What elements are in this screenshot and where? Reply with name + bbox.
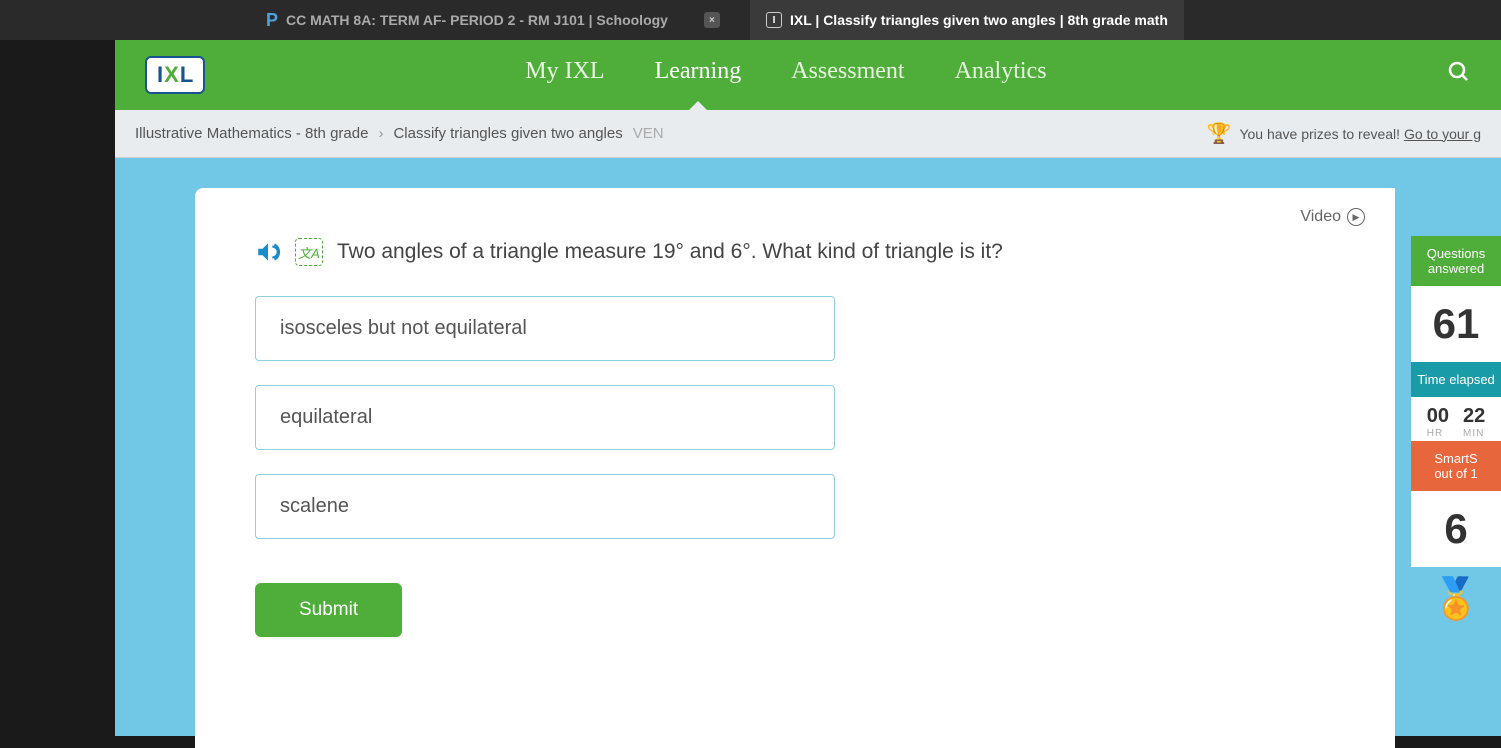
time-elapsed-label: Time elapsed [1411, 362, 1501, 397]
speaker-icon[interactable] [255, 239, 281, 265]
trophy-icon: 🏆 [1207, 121, 1232, 146]
nav-my-ixl[interactable]: My IXL [525, 58, 604, 93]
schoology-icon: P [266, 10, 278, 31]
nav-assessment[interactable]: Assessment [791, 58, 904, 93]
stats-sidebar: Questions answered 61 Time elapsed 00 HR… [1411, 158, 1501, 622]
breadcrumb-course[interactable]: Illustrative Mathematics - 8th grade [135, 125, 368, 142]
questions-answered-label: Questions answered [1411, 236, 1501, 286]
time-hr: 00 [1427, 405, 1449, 428]
tab-title: CC MATH 8A: TERM AF- PERIOD 2 - RM J101 … [286, 12, 668, 28]
question-text: Two angles of a triangle measure 19° and… [337, 240, 1003, 264]
nav-learning[interactable]: Learning [655, 58, 742, 93]
question-card: Video ▶ 文A Two angles of a triangle meas… [195, 188, 1395, 748]
smartscore-label: SmartS out of 1 [1411, 441, 1501, 491]
main-nav: My IXL Learning Assessment Analytics [525, 58, 1046, 93]
video-label: Video [1300, 208, 1341, 226]
answer-option-1[interactable]: equilateral [255, 385, 835, 450]
chevron-right-icon: › [378, 125, 383, 142]
questions-answered-value: 61 [1411, 286, 1501, 362]
translate-icon[interactable]: 文A [295, 238, 323, 266]
breadcrumb-topic: Classify triangles given two angles [393, 125, 622, 142]
page-content: IXL My IXL Learning Assessment Analytics… [115, 40, 1501, 736]
play-icon: ▶ [1347, 208, 1365, 226]
answer-option-2[interactable]: scalene [255, 474, 835, 539]
ixl-logo[interactable]: IXL [145, 56, 205, 94]
breadcrumb: Illustrative Mathematics - 8th grade › C… [115, 110, 1501, 158]
prizes-link[interactable]: Go to your g [1404, 126, 1481, 142]
question-header: 文A Two angles of a triangle measure 19° … [255, 238, 1335, 266]
ixl-tab-icon: I [766, 12, 782, 28]
browser-tab-schoology[interactable]: P CC MATH 8A: TERM AF- PERIOD 2 - RM J10… [250, 0, 684, 40]
prizes-text: You have prizes to reveal! [1239, 126, 1403, 142]
min-label: MIN [1463, 428, 1485, 439]
ribbon-icon: 🏅 [1411, 567, 1501, 622]
close-icon[interactable]: × [704, 12, 720, 28]
nav-analytics[interactable]: Analytics [955, 58, 1047, 93]
breadcrumb-code: VEN [633, 125, 664, 142]
main-area: Video ▶ 文A Two angles of a triangle meas… [115, 158, 1501, 736]
main-header: IXL My IXL Learning Assessment Analytics [115, 40, 1501, 110]
search-icon[interactable] [1447, 60, 1471, 90]
answer-option-0[interactable]: isosceles but not equilateral [255, 296, 835, 361]
browser-tab-ixl[interactable]: I IXL | Classify triangles given two ang… [750, 0, 1184, 40]
time-min: 22 [1463, 405, 1485, 428]
browser-tab-bar: P CC MATH 8A: TERM AF- PERIOD 2 - RM J10… [0, 0, 1501, 40]
smartscore-value: 6 [1411, 491, 1501, 567]
time-elapsed-value: 00 HR 22 MIN [1411, 397, 1501, 441]
tab-title: IXL | Classify triangles given two angle… [790, 12, 1168, 28]
submit-button[interactable]: Submit [255, 583, 402, 637]
prizes-banner[interactable]: 🏆 You have prizes to reveal! Go to your … [1207, 121, 1481, 146]
video-link[interactable]: Video ▶ [1300, 208, 1365, 226]
hr-label: HR [1427, 428, 1449, 439]
